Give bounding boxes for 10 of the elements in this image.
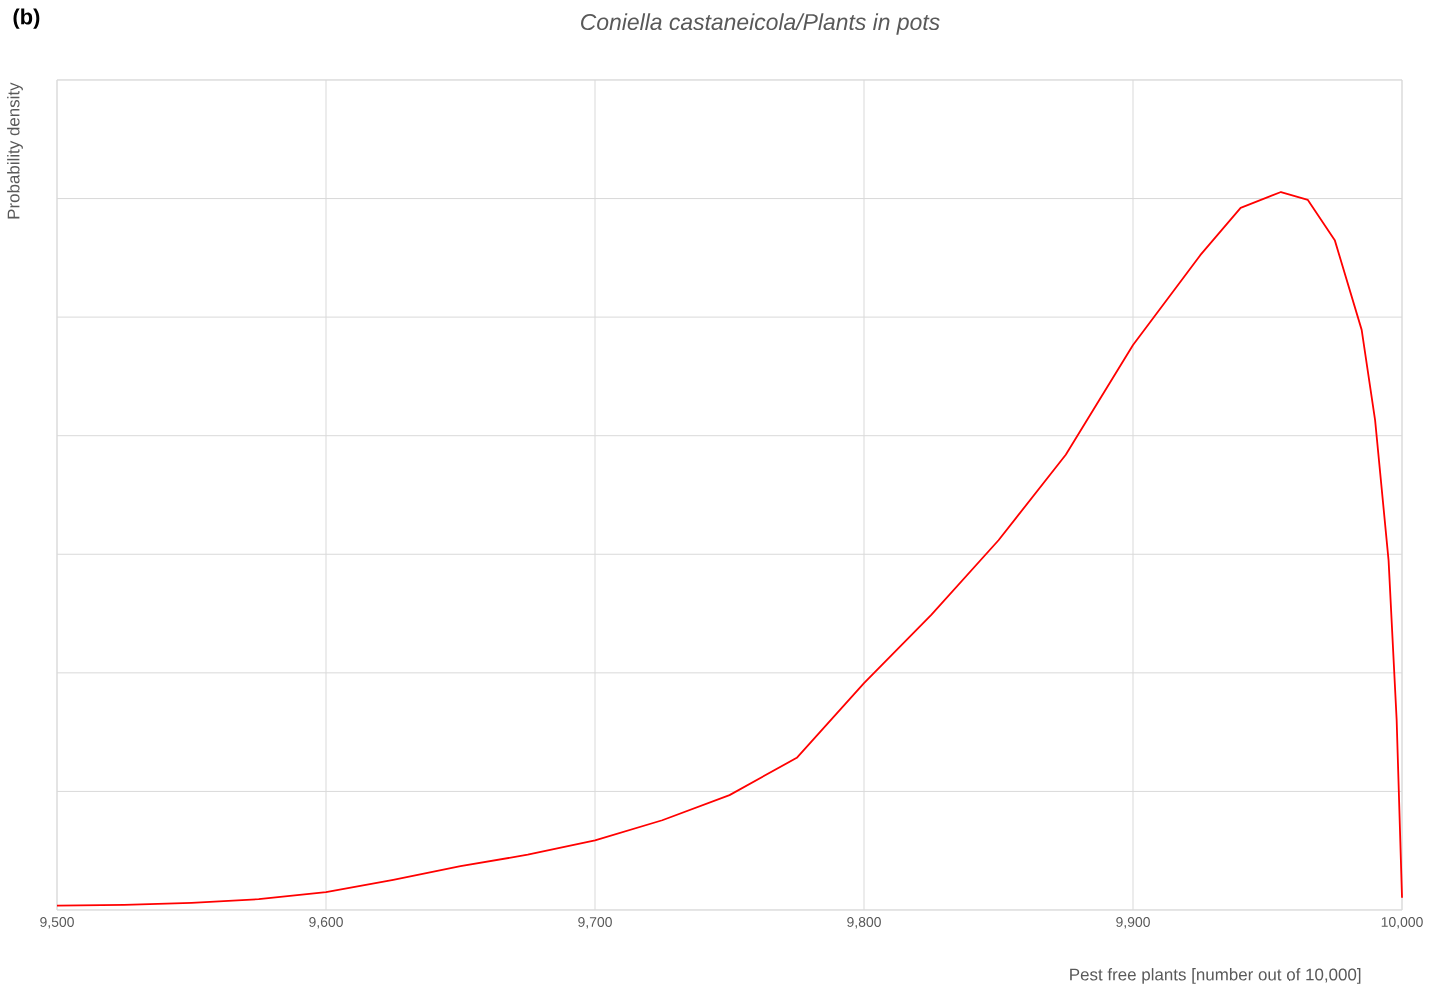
x-axis-title: Pest free plants [number out of 10,000] (1070, 968, 1361, 984)
chart-title: Coniella castaneicola/Plants in pots (581, 13, 940, 35)
x-tick-label: 9,500 (40, 917, 74, 929)
y-axis-title: Probability density (7, 82, 23, 219)
x-tick-label: 9,800 (847, 917, 881, 929)
x-tick-label: 9,600 (309, 917, 343, 929)
text: (b) (13, 8, 40, 29)
x-tick-label: 10,000 (1381, 917, 1423, 929)
x-tick-label: 9,900 (1116, 917, 1150, 929)
x-tick-label: 9,700 (578, 917, 612, 929)
